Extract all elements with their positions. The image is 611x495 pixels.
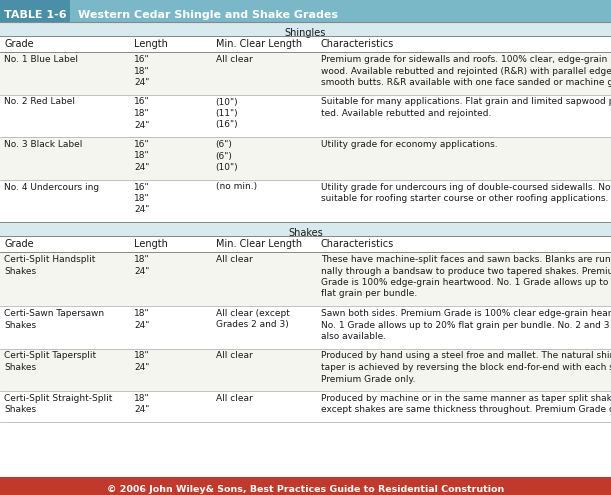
- Text: Min. Clear Length: Min. Clear Length: [216, 39, 302, 49]
- Text: 16": 16": [134, 183, 150, 192]
- Text: 24": 24": [134, 266, 150, 276]
- Text: Western Cedar Shingle and Shake Grades: Western Cedar Shingle and Shake Grades: [78, 9, 338, 19]
- Text: Shakes: Shakes: [4, 266, 36, 276]
- Bar: [0, 22, 611, 36]
- Text: Length: Length: [134, 39, 168, 49]
- Bar: [0, 222, 611, 236]
- Text: Premium Grade only.: Premium Grade only.: [321, 375, 415, 384]
- Text: 24": 24": [134, 78, 150, 87]
- Text: No. 2 Red Label: No. 2 Red Label: [4, 98, 75, 106]
- Bar: [0, 236, 611, 252]
- Text: 16": 16": [134, 55, 150, 64]
- Text: Premium grade for sidewalls and roofs. 100% clear, edge-grain heart-: Premium grade for sidewalls and roofs. 1…: [321, 55, 611, 64]
- Text: 24": 24": [134, 120, 150, 130]
- Text: (10"): (10"): [216, 163, 238, 172]
- Text: (10"): (10"): [216, 98, 238, 106]
- Text: 16": 16": [134, 140, 150, 149]
- Text: TABLE 1-6: TABLE 1-6: [4, 9, 67, 19]
- Text: No. 4 Undercours ing: No. 4 Undercours ing: [4, 183, 100, 192]
- Text: 24": 24": [134, 363, 150, 372]
- Text: Shakes: Shakes: [288, 228, 323, 238]
- Bar: [0, 391, 611, 422]
- Text: (6"): (6"): [216, 140, 233, 149]
- Text: 18": 18": [134, 351, 150, 360]
- Text: Produced by machine or in the same manner as taper split shakes: Produced by machine or in the same manne…: [321, 394, 611, 403]
- Text: 18": 18": [134, 109, 150, 118]
- Text: 18": 18": [134, 151, 150, 160]
- Text: Certi-Split Handsplit: Certi-Split Handsplit: [4, 255, 95, 264]
- Text: taper is achieved by reversing the block end-for-end with each split.: taper is achieved by reversing the block…: [321, 363, 611, 372]
- Bar: [0, 52, 611, 95]
- Text: © 2006 John Wiley& Sons, Best Practices Guide to Residential Constrution: © 2006 John Wiley& Sons, Best Practices …: [107, 485, 504, 494]
- Text: 16": 16": [134, 98, 150, 106]
- Bar: [0, 252, 611, 306]
- Text: (no min.): (no min.): [216, 183, 257, 192]
- Text: Grade: Grade: [4, 239, 34, 249]
- Bar: [0, 477, 611, 495]
- Bar: [0, 95, 611, 137]
- Text: flat grain per bundle.: flat grain per bundle.: [321, 290, 417, 298]
- Text: Produced by hand using a steel froe and mallet. The natural shinglelike: Produced by hand using a steel froe and …: [321, 351, 611, 360]
- Text: Shingles: Shingles: [285, 28, 326, 38]
- Bar: [0, 0, 70, 22]
- Text: 18": 18": [134, 194, 150, 203]
- Text: nally through a bandsaw to produce two tapered shakes. Premium: nally through a bandsaw to produce two t…: [321, 266, 611, 276]
- Text: Utility grade for undercours ing of double-coursed sidewalls. Not: Utility grade for undercours ing of doub…: [321, 183, 611, 192]
- Text: Suitable for many applications. Flat grain and limited sapwood permit-: Suitable for many applications. Flat gra…: [321, 98, 611, 106]
- Text: All clear (except: All clear (except: [216, 309, 290, 318]
- Text: Utility grade for economy applications.: Utility grade for economy applications.: [321, 140, 497, 149]
- Text: (6"): (6"): [216, 151, 233, 160]
- Text: Min. Clear Length: Min. Clear Length: [216, 239, 302, 249]
- Text: suitable for roofing starter course or other roofing applications.: suitable for roofing starter course or o…: [321, 194, 608, 203]
- Text: 18": 18": [134, 66, 150, 76]
- Text: Shakes: Shakes: [4, 320, 36, 330]
- Text: 24": 24": [134, 205, 150, 214]
- Text: 24": 24": [134, 163, 150, 172]
- Text: Characteristics: Characteristics: [321, 239, 394, 249]
- Text: Length: Length: [134, 239, 168, 249]
- Bar: [0, 180, 611, 222]
- Text: (11"): (11"): [216, 109, 238, 118]
- Text: Shakes: Shakes: [4, 405, 36, 414]
- Bar: [0, 0, 611, 22]
- Text: Grades 2 and 3): Grades 2 and 3): [216, 320, 288, 330]
- Text: wood. Available rebutted and rejointed (R&R) with parallel edges and: wood. Available rebutted and rejointed (…: [321, 66, 611, 76]
- Text: Certi-Split Tapersplit: Certi-Split Tapersplit: [4, 351, 97, 360]
- Text: Sawn both sides. Premium Grade is 100% clear edge-grain heartwood.: Sawn both sides. Premium Grade is 100% c…: [321, 309, 611, 318]
- Bar: [0, 306, 611, 348]
- Bar: [0, 137, 611, 180]
- Text: These have machine-split faces and sawn backs. Blanks are run diago-: These have machine-split faces and sawn …: [321, 255, 611, 264]
- Text: All clear: All clear: [216, 351, 252, 360]
- Text: No. 1 Grade allows up to 20% flat grain per bundle. No. 2 and 3 Grades: No. 1 Grade allows up to 20% flat grain …: [321, 320, 611, 330]
- Text: 18": 18": [134, 255, 150, 264]
- Text: Shakes: Shakes: [4, 363, 36, 372]
- Bar: [0, 348, 611, 391]
- Text: Characteristics: Characteristics: [321, 39, 394, 49]
- Text: Grade: Grade: [4, 39, 34, 49]
- Text: Certi-Split Straight-Split: Certi-Split Straight-Split: [4, 394, 112, 403]
- Text: No. 1 Blue Label: No. 1 Blue Label: [4, 55, 78, 64]
- Text: All clear: All clear: [216, 394, 252, 403]
- Text: Grade is 100% edge-grain heartwood. No. 1 Grade allows up to 20%: Grade is 100% edge-grain heartwood. No. …: [321, 278, 611, 287]
- Bar: [0, 36, 611, 52]
- Text: smooth butts. R&R available with one face sanded or machine grooved.: smooth butts. R&R available with one fac…: [321, 78, 611, 87]
- Text: except shakes are same thickness throughout. Premium Grade only.: except shakes are same thickness through…: [321, 405, 611, 414]
- Text: also available.: also available.: [321, 332, 386, 341]
- Text: ted. Available rebutted and rejointed.: ted. Available rebutted and rejointed.: [321, 109, 491, 118]
- Text: 18": 18": [134, 394, 150, 403]
- Text: 18": 18": [134, 309, 150, 318]
- Text: All clear: All clear: [216, 55, 252, 64]
- Text: 24": 24": [134, 405, 150, 414]
- Text: Certi-Sawn Tapersawn: Certi-Sawn Tapersawn: [4, 309, 104, 318]
- Text: All clear: All clear: [216, 255, 252, 264]
- Text: 24": 24": [134, 320, 150, 330]
- Text: No. 3 Black Label: No. 3 Black Label: [4, 140, 82, 149]
- Text: (16"): (16"): [216, 120, 238, 130]
